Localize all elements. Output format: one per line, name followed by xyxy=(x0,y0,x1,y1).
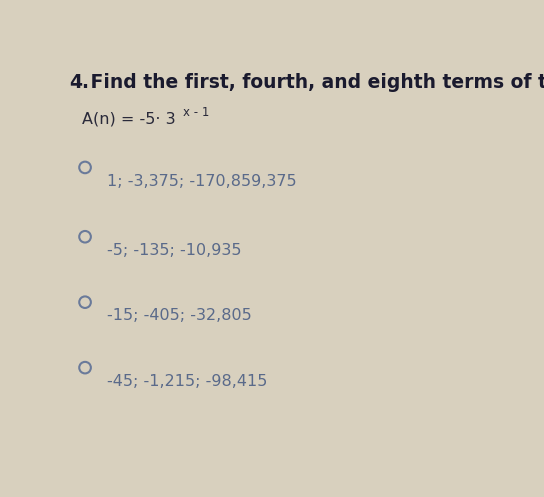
Text: -5; -135; -10,935: -5; -135; -10,935 xyxy=(107,243,241,258)
Text: 1; -3,375; -170,859,375: 1; -3,375; -170,859,375 xyxy=(107,173,296,188)
Text: -45; -1,215; -98,415: -45; -1,215; -98,415 xyxy=(107,374,267,389)
Text: -15; -405; -32,805: -15; -405; -32,805 xyxy=(107,308,251,324)
Text: Find the first, fourth, and eighth terms of the sequence.: Find the first, fourth, and eighth terms… xyxy=(83,74,544,92)
Text: x - 1: x - 1 xyxy=(183,106,209,119)
Text: A(n) = -5· 3: A(n) = -5· 3 xyxy=(82,112,176,127)
Text: 4.: 4. xyxy=(70,74,90,92)
